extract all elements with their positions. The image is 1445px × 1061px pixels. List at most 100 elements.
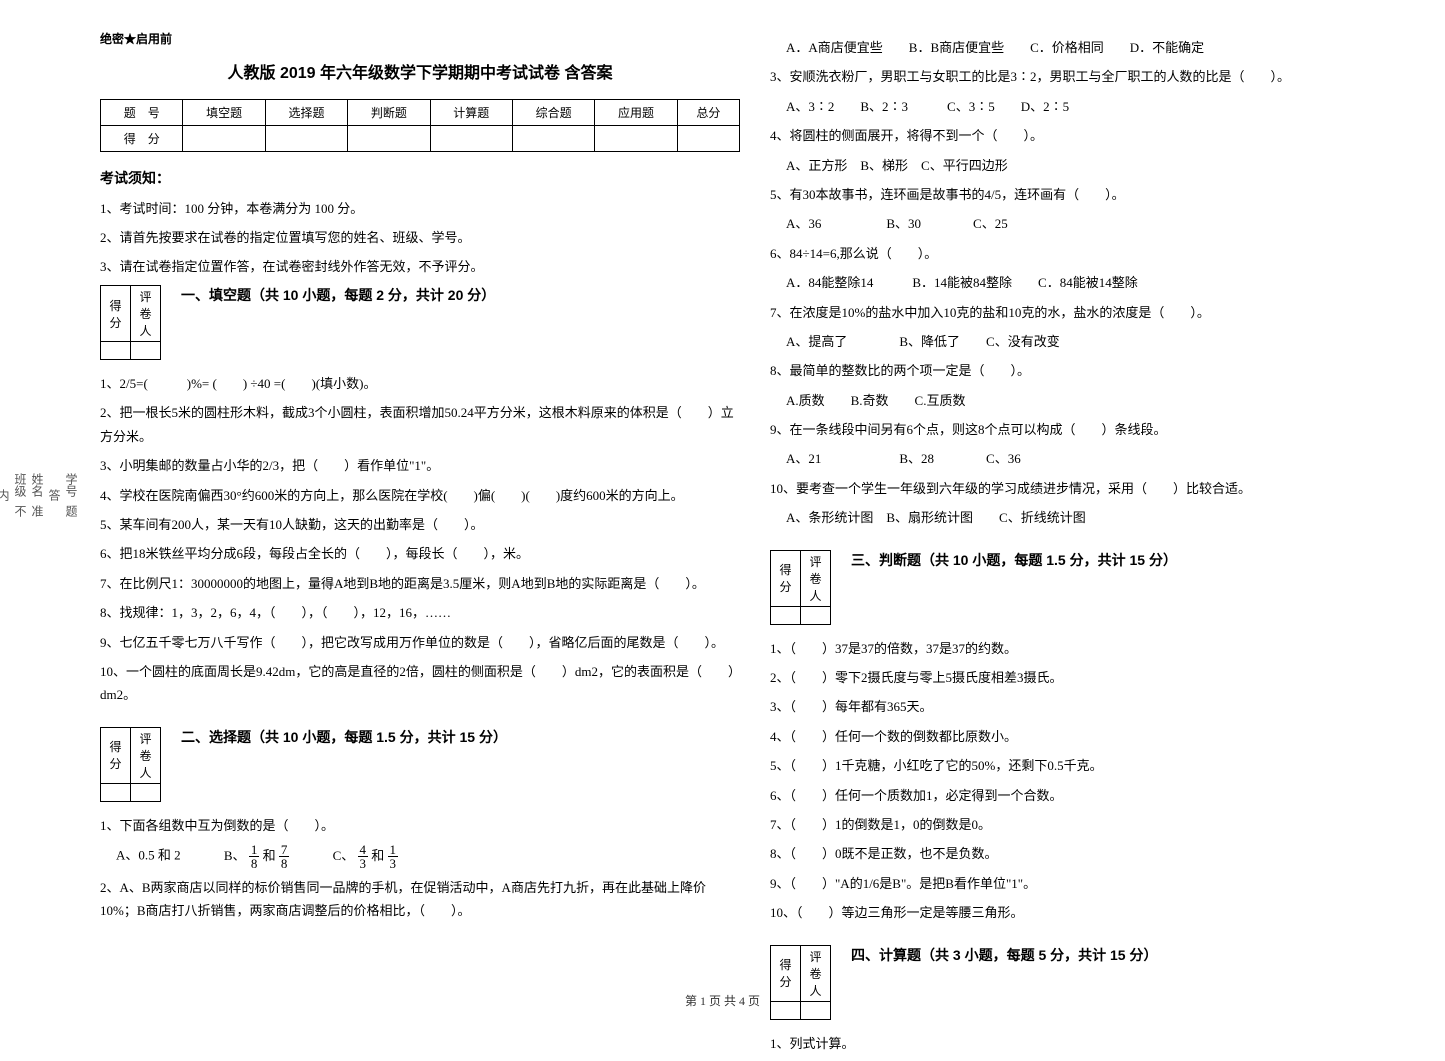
question-options: A、正方形 B、梯形 C、平行四边形: [770, 154, 1410, 177]
table-row-label: 得 分: [101, 126, 183, 152]
question: 2、把一根长5米的圆柱形木料，截成3个小圆柱，表面积增加50.24平方分米，这根…: [100, 401, 740, 448]
question-options: A．84能整除14 B．14能被84整除 C．84能被14整除: [770, 271, 1410, 294]
table-header: 应用题: [595, 100, 677, 126]
document-body: 绝密★启用前 人教版 2019 年六年级数学下学期期中考试试卷 含答案 题 号 …: [100, 30, 1420, 1061]
question: 3、小明集邮的数量占小华的2/3，把（ ）看作单位"1"。: [100, 454, 740, 477]
score-grader-box: 得分 评卷人: [770, 550, 831, 625]
option: C、 43 和 13: [333, 848, 398, 863]
section-header-row: 得分 评卷人 四、计算题（共 3 小题，每题 5 分，共计 15 分）: [770, 945, 1410, 1024]
question: 8、（ ）0既不是正数，也不是负数。: [770, 842, 1410, 865]
empty-cell: [131, 783, 161, 801]
table-header: 综合题: [512, 100, 594, 126]
question-options: A、21 B、28 C、36: [770, 447, 1410, 470]
question: 4、将圆柱的侧面展开，将得不到一个（ ）。: [770, 124, 1410, 147]
exam-title: 人教版 2019 年六年级数学下学期期中考试试卷 含答案: [100, 59, 740, 83]
instruction-item: 3、请在试卷指定位置作答，在试卷密封线外作答无效，不予评分。: [100, 256, 740, 275]
question-options: A.质数 B.奇数 C.互质数: [770, 389, 1410, 412]
question: 1、下面各组数中互为倒数的是（ ）。: [100, 814, 740, 837]
table-header: 总分: [677, 100, 739, 126]
question: 7、（ ）1的倒数是1，0的倒数是0。: [770, 813, 1410, 836]
question: 6、84÷14=6,那么说（ ）。: [770, 242, 1410, 265]
grader-label: 评卷人: [131, 286, 161, 342]
question-options: A、36 B、30 C、25: [770, 212, 1410, 235]
question-options: A．A商店便宜些 B．B商店便宜些 C．价格相同 D．不能确定: [770, 36, 1410, 59]
grader-label: 评卷人: [801, 550, 831, 606]
question: 4、学校在医院南偏西30°约600米的方向上，那么医院在学校( )偏( )( )…: [100, 484, 740, 507]
binding-label: 姓名: [29, 473, 46, 497]
question: 1、2/5=( )%= ( ) ÷40 =( )(填小数)。: [100, 372, 740, 395]
empty-cell: [771, 606, 801, 624]
section-title: 四、计算题（共 3 小题，每题 5 分，共计 15 分）: [851, 945, 1157, 965]
section-title: 三、判断题（共 10 小题，每题 1.5 分，共计 15 分）: [851, 550, 1177, 570]
table-header: 填空题: [183, 100, 265, 126]
table-header: 题 号: [101, 100, 183, 126]
question: 3、安顺洗衣粉厂，男职工与女职工的比是3∶2，男职工与全厂职工的人数的比是（ ）…: [770, 65, 1410, 88]
binding-margin: 学号 题 答 姓名 准 班级 不 内 学校 线 封 乡镇（街道） 密: [0, 0, 80, 1019]
question: 8、最简单的整数比的两个项一定是（ ）。: [770, 359, 1410, 382]
score-grader-box: 得分 评卷人: [100, 727, 161, 802]
question: 2、A、B两家商店以同样的标价销售同一品牌的手机，在促销活动中，A商店先打九折，…: [100, 876, 740, 923]
section-header-row: 得分 评卷人 三、判断题（共 10 小题，每题 1.5 分，共计 15 分）: [770, 550, 1410, 629]
section-title: 二、选择题（共 10 小题，每题 1.5 分，共计 15 分）: [181, 727, 507, 747]
binding-label: 学号: [63, 473, 80, 497]
option: A、0.5 和 2: [116, 848, 181, 863]
question: 7、在浓度是10%的盐水中加入10克的盐和10克的水，盐水的浓度是（ ）。: [770, 301, 1410, 324]
binding-label: 班级: [12, 473, 29, 497]
score-summary-table: 题 号 填空题 选择题 判断题 计算题 综合题 应用题 总分 得 分: [100, 99, 740, 152]
question-options: A、条形统计图 B、扇形统计图 C、折线统计图: [770, 506, 1410, 529]
empty-cell: [801, 606, 831, 624]
instructions-block: 考试须知： 1、考试时间：100 分钟，本卷满分为 100 分。 2、请首先按要…: [100, 168, 740, 275]
left-column: 绝密★启用前 人教版 2019 年六年级数学下学期期中考试试卷 含答案 题 号 …: [100, 30, 740, 1061]
question: 9、（ ）"A的1/6是B"。是把B看作单位"1"。: [770, 872, 1410, 895]
question: 8、找规律：1，3，2，6，4，（ ），（ ），12，16，……: [100, 601, 740, 624]
section-header-row: 得分 评卷人 二、选择题（共 10 小题，每题 1.5 分，共计 15 分）: [100, 727, 740, 806]
empty-cell: [101, 783, 131, 801]
table-cell: [512, 126, 594, 152]
question: 3、（ ）每年都有365天。: [770, 695, 1410, 718]
question: 4、（ ）任何一个数的倒数都比原数小。: [770, 725, 1410, 748]
score-label: 得分: [101, 286, 131, 342]
table-cell: [430, 126, 512, 152]
option: B、 18 和 78: [224, 848, 293, 863]
section-header-row: 得分 评卷人 一、填空题（共 10 小题，每题 2 分，共计 20 分）: [100, 285, 740, 364]
question: 10、（ ）等边三角形一定是等腰三角形。: [770, 901, 1410, 924]
instruction-item: 2、请首先按要求在试卷的指定位置填写您的姓名、班级、学号。: [100, 227, 740, 246]
table-cell: [595, 126, 677, 152]
question: 5、某车间有200人，某一天有10人缺勤，这天的出勤率是（ ）。: [100, 513, 740, 536]
question: 5、有30本故事书，连环画是故事书的4/5，连环画有（ ）。: [770, 183, 1410, 206]
question: 10、一个圆柱的底面周长是9.42dm，它的高是直径的2倍，圆柱的侧面积是（ ）…: [100, 660, 740, 707]
binding-note: 准: [29, 505, 46, 517]
question-options: A、0.5 和 2 B、 18 和 78 C、 43 和 13: [100, 843, 740, 870]
question: 1、（ ）37是37的倍数，37是37的约数。: [770, 637, 1410, 660]
question: 1、列式计算。: [770, 1032, 1410, 1055]
right-column: A．A商店便宜些 B．B商店便宜些 C．价格相同 D．不能确定 3、安顺洗衣粉厂…: [770, 30, 1410, 1061]
table-header: 判断题: [348, 100, 430, 126]
table-header: 选择题: [265, 100, 347, 126]
question: 2、（ ）零下2摄氏度与零上5摄氏度相差3摄氏。: [770, 666, 1410, 689]
binding-note: 不: [12, 505, 29, 517]
question: 5、（ ）1千克糖，小红吃了它的50%，还剩下0.5千克。: [770, 754, 1410, 777]
binding-note: 内: [0, 489, 12, 501]
empty-cell: [131, 342, 161, 360]
instruction-item: 1、考试时间：100 分钟，本卷满分为 100 分。: [100, 198, 740, 217]
question-options: A、提高了 B、降低了 C、没有改变: [770, 330, 1410, 353]
table-header: 计算题: [430, 100, 512, 126]
question: 9、在一条线段中间另有6个点，则这8个点可以构成（ ）条线段。: [770, 418, 1410, 441]
question: 6、把18米铁丝平均分成6段，每段占全长的（ ），每段长（ ），米。: [100, 542, 740, 565]
score-label: 得分: [101, 727, 131, 783]
score-grader-box: 得分 评卷人: [100, 285, 161, 360]
table-cell: [677, 126, 739, 152]
question: 10、要考查一个学生一年级到六年级的学习成绩进步情况，采用（ ）比较合适。: [770, 477, 1410, 500]
section-title: 一、填空题（共 10 小题，每题 2 分，共计 20 分）: [181, 285, 495, 305]
grader-label: 评卷人: [131, 727, 161, 783]
question: 7、在比例尺1：30000000的地图上，量得A地到B地的距离是3.5厘米，则A…: [100, 572, 740, 595]
table-cell: [183, 126, 265, 152]
question: 9、七亿五千零七万八千写作（ ），把它改写成用万作单位的数是（ ），省略亿后面的…: [100, 631, 740, 654]
table-cell: [265, 126, 347, 152]
empty-cell: [101, 342, 131, 360]
binding-note: 题: [63, 505, 80, 517]
score-label: 得分: [771, 550, 801, 606]
instructions-heading: 考试须知：: [100, 168, 740, 188]
question: 6、（ ）任何一个质数加1，必定得到一个合数。: [770, 784, 1410, 807]
page-footer: 第 1 页 共 4 页: [0, 992, 1445, 1009]
